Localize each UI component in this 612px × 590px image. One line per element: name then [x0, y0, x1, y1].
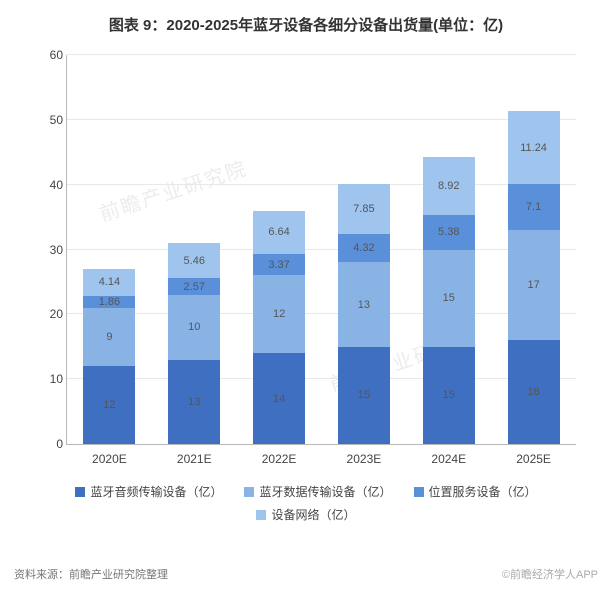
bar-value-label: 15: [423, 389, 475, 401]
bar-value-label: 13: [338, 299, 390, 311]
bar-segment: 15: [423, 347, 475, 444]
bar-value-label: 9: [83, 331, 135, 343]
bar-segment: 17: [508, 230, 560, 340]
bar-value-label: 7.1: [508, 201, 560, 213]
bar-segment: 9: [83, 308, 135, 366]
bar-value-label: 14: [253, 393, 305, 405]
bar-segment: 13: [168, 360, 220, 444]
bar-value-label: 13: [168, 396, 220, 408]
legend-label: 位置服务设备（亿）: [429, 483, 537, 500]
bar-value-label: 1.86: [83, 296, 135, 308]
legend-swatch: [244, 487, 254, 497]
gridline: [67, 54, 576, 55]
legend-item: 蓝牙音频传输设备（亿）: [75, 483, 222, 500]
y-tick: 10: [33, 372, 63, 386]
y-tick: 60: [33, 48, 63, 62]
bar-value-label: 2.57: [168, 281, 220, 293]
chart-area: 前瞻产业研究院 前瞻产业研究院 01020304050602020E1291.8…: [26, 45, 586, 475]
bar-segment: 7.1: [508, 184, 560, 230]
bar-value-label: 16: [508, 386, 560, 398]
gridline: [67, 313, 576, 314]
gridline: [67, 249, 576, 250]
y-tick: 0: [33, 437, 63, 451]
bar-value-label: 15: [338, 389, 390, 401]
x-tick-label: 2025E: [499, 452, 569, 466]
y-tick: 50: [33, 113, 63, 127]
bar-value-label: 12: [253, 308, 305, 320]
x-tick-label: 2020E: [74, 452, 144, 466]
bar-segment: 7.85: [338, 184, 390, 235]
y-tick: 30: [33, 243, 63, 257]
x-tick-label: 2024E: [414, 452, 484, 466]
bar-segment: 16: [508, 340, 560, 444]
bar-value-label: 15: [423, 292, 475, 304]
legend-item: 设备网络（亿）: [256, 506, 355, 523]
bar-segment: 6.64: [253, 211, 305, 254]
bar-segment: 4.32: [338, 234, 390, 262]
bar-value-label: 5.38: [423, 226, 475, 238]
bar-segment: 12: [83, 366, 135, 444]
bar-segment: 4.14: [83, 269, 135, 296]
legend-swatch: [256, 510, 266, 520]
bar-value-label: 4.32: [338, 242, 390, 254]
bar-segment: 3.37: [253, 254, 305, 276]
y-tick: 40: [33, 178, 63, 192]
bar-segment: 1.86: [83, 296, 135, 308]
y-tick: 20: [33, 307, 63, 321]
legend-swatch: [75, 487, 85, 497]
bar-segment: 15: [338, 347, 390, 444]
bar-value-label: 17: [508, 279, 560, 291]
bar-value-label: 4.14: [83, 276, 135, 288]
x-tick-label: 2022E: [244, 452, 314, 466]
legend-item: 蓝牙数据传输设备（亿）: [244, 483, 391, 500]
bar-value-label: 11.24: [508, 142, 560, 154]
brand-label: ©前瞻经济学人APP: [502, 566, 598, 582]
gridline: [67, 378, 576, 379]
bar-segment: 13: [338, 262, 390, 346]
source-label: 资料来源：前瞻产业研究院整理: [14, 566, 168, 582]
legend-swatch: [414, 487, 424, 497]
bar-segment: 8.92: [423, 157, 475, 215]
bar-segment: 14: [253, 353, 305, 444]
bar-value-label: 10: [168, 321, 220, 333]
bar-segment: 5.38: [423, 215, 475, 250]
legend: 蓝牙音频传输设备（亿） 蓝牙数据传输设备（亿） 位置服务设备（亿） 设备网络（亿）: [0, 475, 612, 523]
bar-value-label: 7.85: [338, 203, 390, 215]
legend-label: 设备网络（亿）: [271, 506, 355, 523]
gridline: [67, 119, 576, 120]
bar-segment: 11.24: [508, 111, 560, 184]
bar-value-label: 8.92: [423, 180, 475, 192]
bar-value-label: 5.46: [168, 255, 220, 267]
bar-value-label: 3.37: [253, 259, 305, 271]
legend-item: 位置服务设备（亿）: [414, 483, 537, 500]
legend-label: 蓝牙音频传输设备（亿）: [90, 483, 222, 500]
gridline: [67, 184, 576, 185]
bar-segment: 10: [168, 295, 220, 360]
bar-value-label: 6.64: [253, 226, 305, 238]
legend-label: 蓝牙数据传输设备（亿）: [259, 483, 391, 500]
plot-region: 01020304050602020E1291.864.142021E13102.…: [66, 55, 576, 445]
bar-segment: 12: [253, 275, 305, 353]
bar-segment: 15: [423, 250, 475, 347]
x-tick-label: 2021E: [159, 452, 229, 466]
bar-value-label: 12: [83, 399, 135, 411]
x-tick-label: 2023E: [329, 452, 399, 466]
chart-title: 图表 9：2020-2025年蓝牙设备各细分设备出货量(单位：亿): [0, 0, 612, 45]
bar-segment: 2.57: [168, 278, 220, 295]
bar-segment: 5.46: [168, 243, 220, 278]
